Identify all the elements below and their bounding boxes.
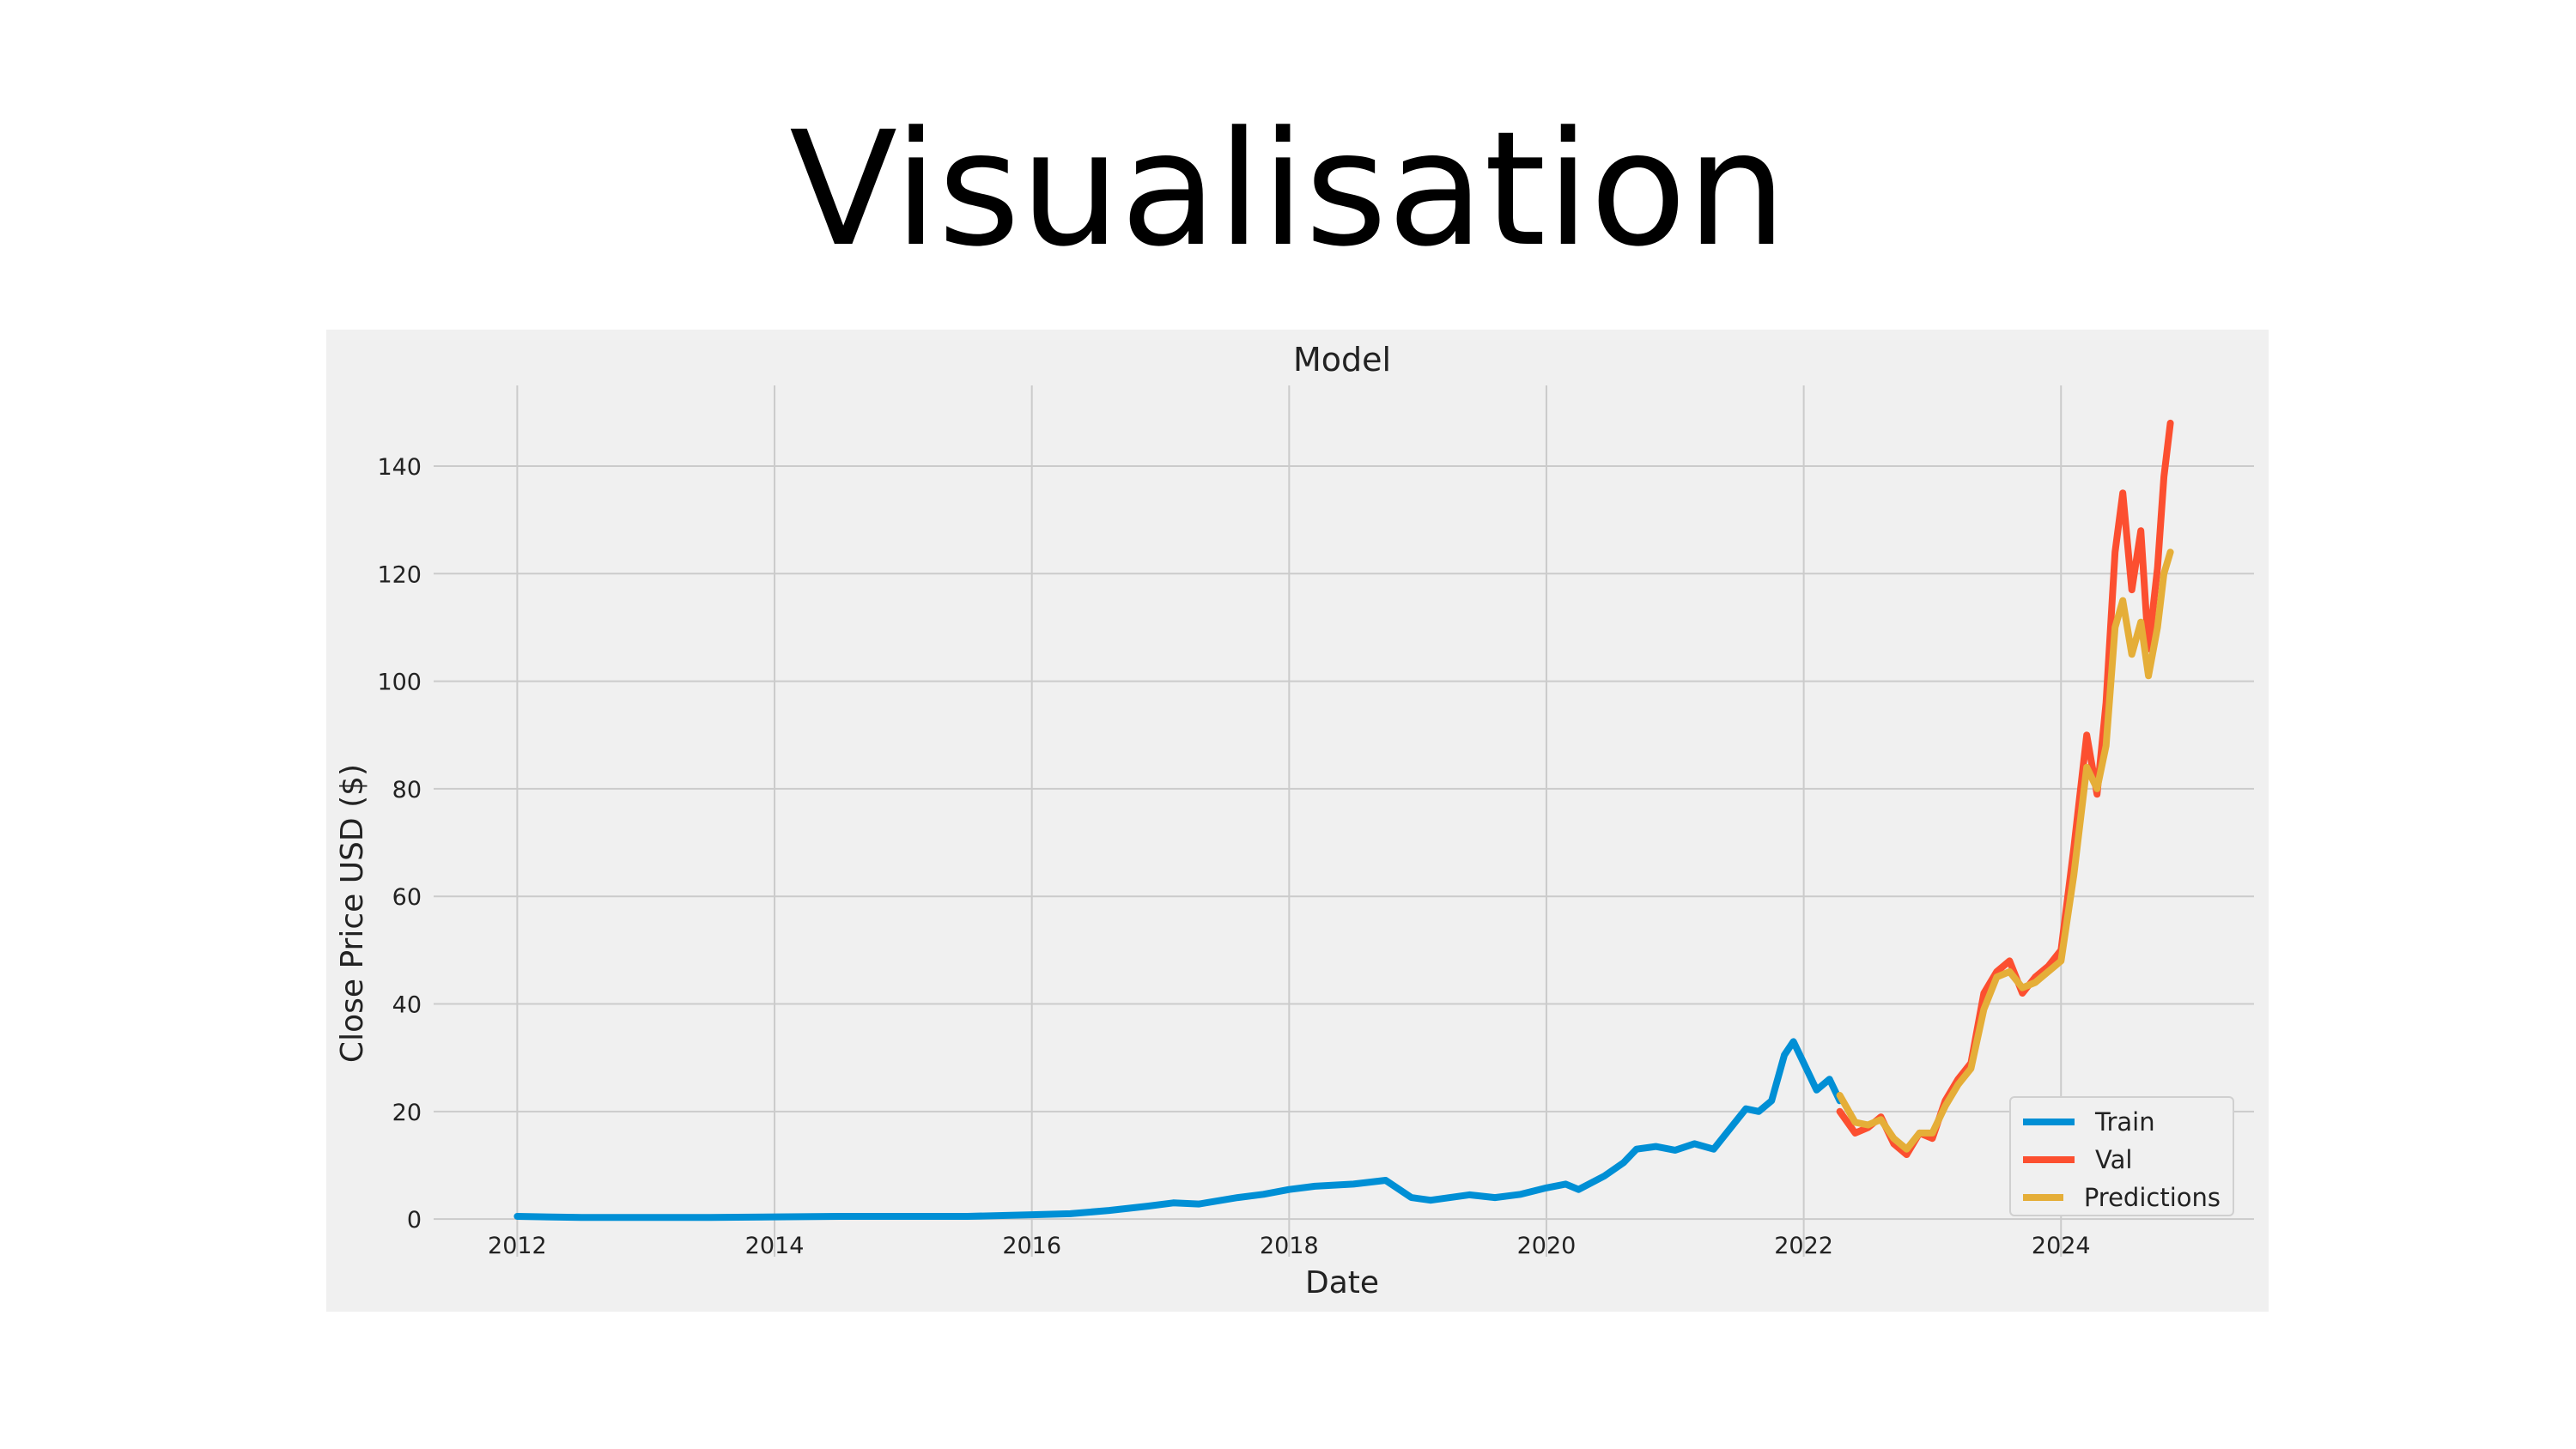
series-line-train xyxy=(513,1038,1844,1222)
legend-item-train: Train xyxy=(2023,1103,2221,1141)
legend-item-predictions: Predictions xyxy=(2023,1179,2221,1216)
y-tick-label: 120 xyxy=(377,561,422,588)
x-axis-label: Date xyxy=(1305,1265,1379,1300)
chart-panel: 2012 2014 2016 2018 2020 2022 2024 0 20 40 60 80 100… xyxy=(326,330,2269,1312)
y-tick-label: 80 xyxy=(392,777,422,803)
legend-swatch-train xyxy=(2023,1119,2075,1125)
legend-label-train: Train xyxy=(2095,1107,2155,1137)
slide-title: Visualisation xyxy=(789,98,1787,282)
x-tick-label: 2014 xyxy=(745,1233,805,1259)
x-tick-label: 2016 xyxy=(1002,1233,1061,1259)
x-tick-label: 2018 xyxy=(1260,1233,1319,1259)
legend-item-val: Val xyxy=(2023,1141,2221,1179)
y-tick-label: 60 xyxy=(392,884,422,911)
line-chart: 2012 2014 2016 2018 2020 2022 2024 0 20 40 60 80 100… xyxy=(335,341,2254,1300)
x-tick-label: 2022 xyxy=(1774,1233,1833,1259)
chart-title: Model xyxy=(1293,341,1391,379)
y-axis-label: Close Price USD ($) xyxy=(335,764,370,1063)
y-tick-label: 100 xyxy=(377,670,422,696)
y-tick-label: 40 xyxy=(392,992,422,1019)
y-tick-label: 0 xyxy=(407,1207,422,1234)
x-tick-label: 2020 xyxy=(1517,1233,1577,1259)
grid-lines xyxy=(434,385,2254,1257)
series-lines xyxy=(513,419,2174,1222)
legend-label-predictions: Predictions xyxy=(2083,1183,2221,1212)
x-tick-label: 2024 xyxy=(2032,1233,2091,1259)
y-tick-label: 20 xyxy=(392,1100,422,1126)
y-tick-label: 140 xyxy=(377,454,422,481)
legend-label-val: Val xyxy=(2095,1145,2133,1174)
tick-labels: 2012 2014 2016 2018 2020 2022 2024 0 20 40 60 80 100… xyxy=(377,454,2090,1259)
x-tick-label: 2012 xyxy=(488,1233,547,1259)
legend-swatch-predictions xyxy=(2023,1194,2063,1201)
legend-swatch-val xyxy=(2023,1156,2075,1163)
chart-legend: Train Val Predictions xyxy=(2009,1096,2234,1216)
series-line-predictions xyxy=(1836,549,2174,1153)
